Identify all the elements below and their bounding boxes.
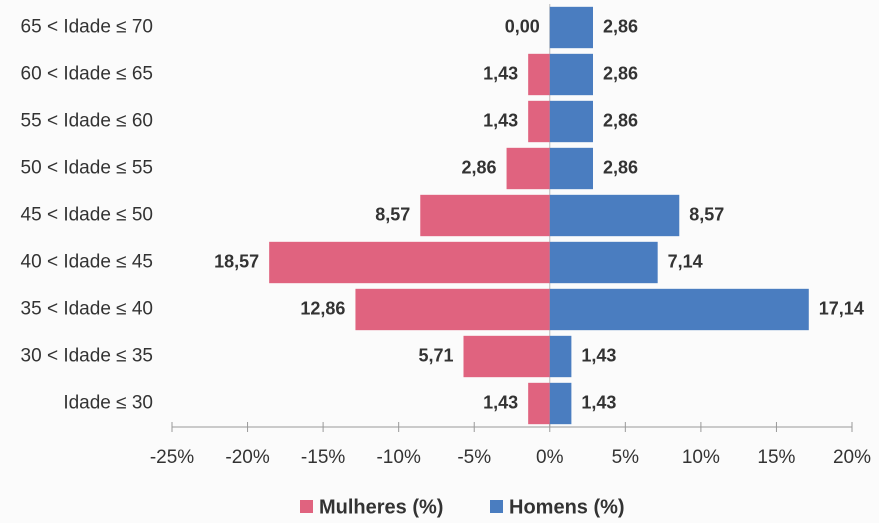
value-label: 0,00 [505, 16, 540, 36]
bar [506, 147, 550, 190]
y-tick-label: 55 < Idade ≤ 60 [21, 111, 153, 132]
bar [549, 6, 593, 49]
bar [420, 194, 550, 237]
bar [269, 241, 550, 284]
value-label: 2,86 [462, 157, 497, 177]
y-tick-label: 35 < Idade ≤ 40 [21, 299, 153, 320]
x-tick-label: 15% [757, 447, 795, 468]
x-tick-label: -15% [301, 447, 345, 468]
value-label: 2,86 [603, 110, 638, 130]
x-tick-label: -25% [150, 447, 194, 468]
y-tick-label: 40 < Idade ≤ 45 [21, 252, 153, 273]
legend-label: Mulheres (%) [319, 496, 443, 518]
bar [355, 288, 550, 331]
value-label: 2,86 [603, 63, 638, 83]
legend-swatch [300, 500, 313, 513]
value-label: 8,57 [689, 204, 724, 224]
x-tick-label: 10% [682, 447, 720, 468]
bar [549, 288, 809, 331]
value-label: 1,43 [483, 110, 518, 130]
value-label: 1,43 [581, 392, 616, 412]
value-label: 1,43 [581, 345, 616, 365]
bar [528, 100, 550, 143]
x-tick-label: 5% [612, 447, 640, 468]
value-label: 2,86 [603, 157, 638, 177]
y-tick-label: 45 < Idade ≤ 50 [21, 205, 153, 226]
bar [549, 382, 572, 425]
x-tick-label: 0% [536, 447, 564, 468]
value-label: 18,57 [214, 251, 259, 271]
value-label: 2,86 [603, 16, 638, 36]
value-label: 12,86 [300, 298, 345, 318]
bar [549, 241, 658, 284]
value-label: 1,43 [483, 63, 518, 83]
bar [549, 194, 680, 237]
bar [549, 147, 593, 190]
x-tick-label: 20% [833, 447, 871, 468]
y-tick-label: 30 < Idade ≤ 35 [21, 346, 153, 367]
y-tick-label: 65 < Idade ≤ 70 [21, 17, 153, 38]
y-tick-label: 60 < Idade ≤ 65 [21, 64, 153, 85]
value-label: 7,14 [668, 251, 703, 271]
bar [549, 100, 593, 143]
value-label: 1,43 [483, 392, 518, 412]
value-label: 17,14 [819, 298, 864, 318]
bar [528, 53, 550, 96]
legend-label: Homens (%) [509, 496, 625, 518]
bar [528, 382, 550, 425]
x-tick-label: -5% [457, 447, 491, 468]
bar [463, 335, 550, 378]
x-tick-label: -20% [225, 447, 269, 468]
bar [549, 53, 593, 96]
y-tick-label: Idade ≤ 30 [63, 393, 153, 414]
legend-swatch [490, 500, 503, 513]
bar [549, 335, 572, 378]
value-label: 8,57 [375, 204, 410, 224]
x-tick-label: -10% [376, 447, 420, 468]
value-label: 5,71 [418, 345, 453, 365]
y-tick-label: 50 < Idade ≤ 55 [21, 158, 153, 179]
